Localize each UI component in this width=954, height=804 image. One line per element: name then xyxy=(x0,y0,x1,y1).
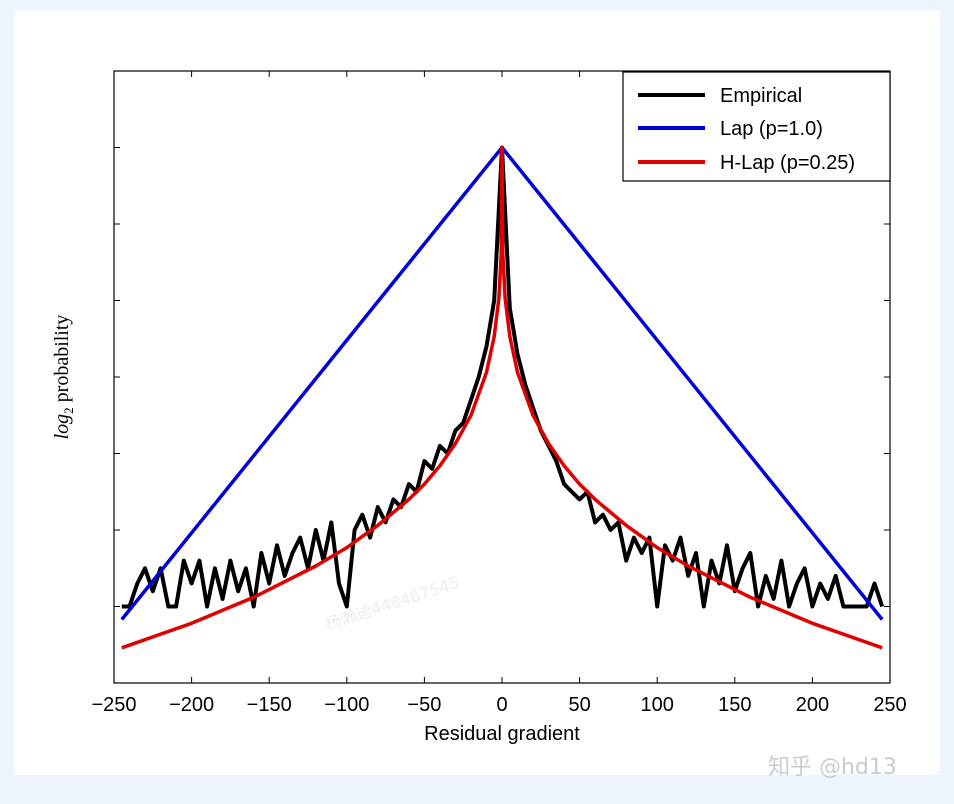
y-label-sub: 2 xyxy=(61,407,76,414)
x-axis-label: Residual gradient xyxy=(424,723,580,745)
x-tick-label: −200 xyxy=(169,694,214,716)
y-axis-label: log2 probability xyxy=(51,315,76,440)
x-tick-label: −100 xyxy=(324,694,369,716)
x-tick-label: 100 xyxy=(641,694,674,716)
x-tick-label: 0 xyxy=(496,694,507,716)
legend: Empirical Lap (p=1.0) H-Lap (p=0.25) xyxy=(622,71,891,182)
site-watermark: 知乎 @hd13 xyxy=(768,755,897,780)
y-label-log: log xyxy=(51,414,73,440)
legend-label-empirical: Empirical xyxy=(720,85,802,107)
x-tick-label: −150 xyxy=(247,694,292,716)
legend-label-lap: Lap (p=1.0) xyxy=(720,118,823,140)
x-tick-label: 250 xyxy=(873,694,906,716)
legend-label-hlap: H-Lap (p=0.25) xyxy=(720,152,855,174)
x-tick-label: −50 xyxy=(407,694,441,716)
x-tick-label: −250 xyxy=(91,694,136,716)
x-tick-label: 200 xyxy=(796,694,829,716)
x-tick-label: 150 xyxy=(718,694,751,716)
x-tick-label: 50 xyxy=(568,694,590,716)
y-label-rest: probability xyxy=(51,315,73,408)
series-hlap-line xyxy=(121,145,883,650)
